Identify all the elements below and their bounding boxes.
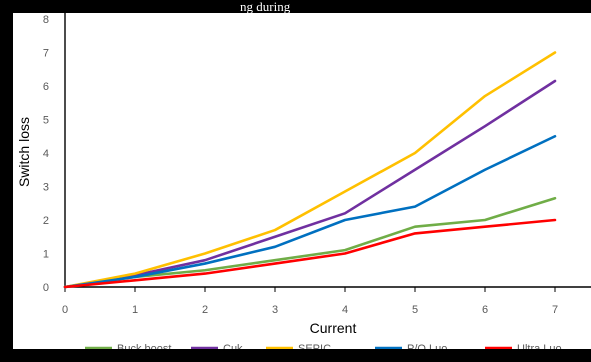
top-caption-fragment: ng during (240, 0, 291, 13)
y-tick-label: 8 (43, 14, 49, 26)
series-line-p-o-luo (63, 134, 557, 289)
y-tick-label: 1 (43, 249, 49, 261)
series-line-sepic (63, 51, 557, 289)
legend-item-p-o-luo: P/O Luo (375, 343, 447, 349)
legend-label: SEPIC (298, 343, 331, 349)
x-tick-label: 4 (342, 304, 348, 316)
legend-label: Buck boost (117, 343, 171, 349)
chart-panel: 0 1 2 3 4 5 6 7 8 0 1 2 3 4 5 6 7 Switch loss Current B… (13, 13, 591, 349)
y-tick-label: 0 (43, 282, 49, 294)
series-layer (63, 51, 557, 289)
x-tick-label: 2 (202, 304, 208, 316)
line-chart: 0 1 2 3 4 5 6 7 8 0 1 2 3 4 5 6 7 Switch loss Current B… (16, 13, 591, 349)
legend-item-buck-boost: Buck boost (85, 343, 171, 349)
series-line-cuk (63, 79, 557, 289)
y-tick-label: 6 (43, 81, 49, 93)
y-tick-label: 3 (43, 182, 49, 194)
legend-label: Ultra Luo (517, 343, 562, 349)
x-tick-label: 7 (552, 304, 558, 316)
y-tick-label: 2 (43, 215, 49, 227)
y-tick-label: 5 (43, 115, 49, 127)
x-tick-label: 1 (132, 304, 138, 316)
x-tick-label: 0 (62, 304, 68, 316)
x-tick-label: 6 (482, 304, 488, 316)
x-axis: 0 1 2 3 4 5 6 7 (62, 286, 591, 316)
series-line-ultra-luo (63, 218, 557, 289)
legend: Buck boost Cuk SEPIC P/O Luo Ultra Luo (85, 343, 562, 349)
x-axis-label: Current (310, 320, 357, 336)
y-tick-label: 4 (43, 148, 49, 160)
y-axis: 0 1 2 3 4 5 6 7 8 (43, 13, 66, 294)
legend-label: Cuk (223, 343, 243, 349)
legend-item-ultra-luo: Ultra Luo (485, 343, 562, 349)
y-axis-label: Switch loss (16, 117, 32, 187)
legend-item-cuk: Cuk (191, 343, 243, 349)
legend-item-sepic: SEPIC (266, 343, 331, 349)
x-tick-label: 3 (272, 304, 278, 316)
legend-label: P/O Luo (407, 343, 447, 349)
y-tick-label: 7 (43, 48, 49, 60)
x-tick-label: 5 (412, 304, 418, 316)
